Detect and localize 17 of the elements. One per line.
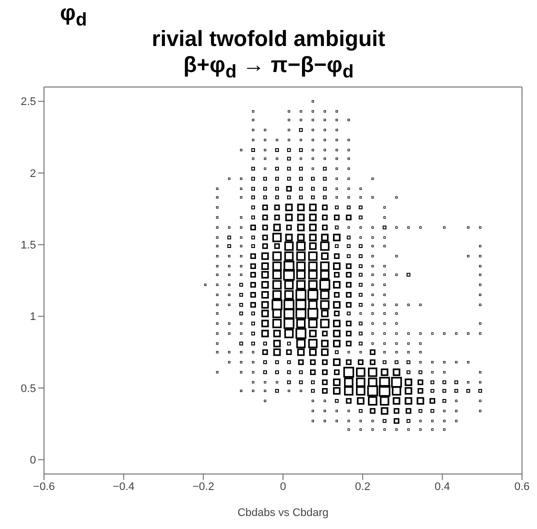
y-tick-label: 2 — [30, 168, 36, 180]
x-tick-label: 0.4 — [434, 480, 450, 493]
y-tick-label: 2.5 — [20, 96, 36, 108]
chart-title: rivial twofold ambiguit — [152, 26, 386, 51]
x-tick-label: −0.2 — [192, 480, 214, 493]
x-tick-label: −0.4 — [112, 480, 135, 493]
y-tick-label: 1 — [30, 311, 36, 324]
y-tick-label: 0 — [30, 454, 36, 467]
y-tick-label: 1.5 — [20, 240, 36, 252]
x-tick-label: −0.6 — [33, 480, 55, 493]
x-tick-label: 0.6 — [514, 480, 530, 493]
x-axis-title: Cbdabs vs Cbdarg — [237, 507, 329, 519]
chart-subtitle: β+φ$_{d}$ → π−β−φ$_{d}$ — [182, 52, 355, 82]
y-tick-label: 0.5 — [20, 382, 36, 395]
text: φ$_{d}$ — [59, 0, 88, 30]
x-tick-label: 0.2 — [355, 480, 370, 493]
x-tick-label: 0 — [280, 480, 286, 493]
